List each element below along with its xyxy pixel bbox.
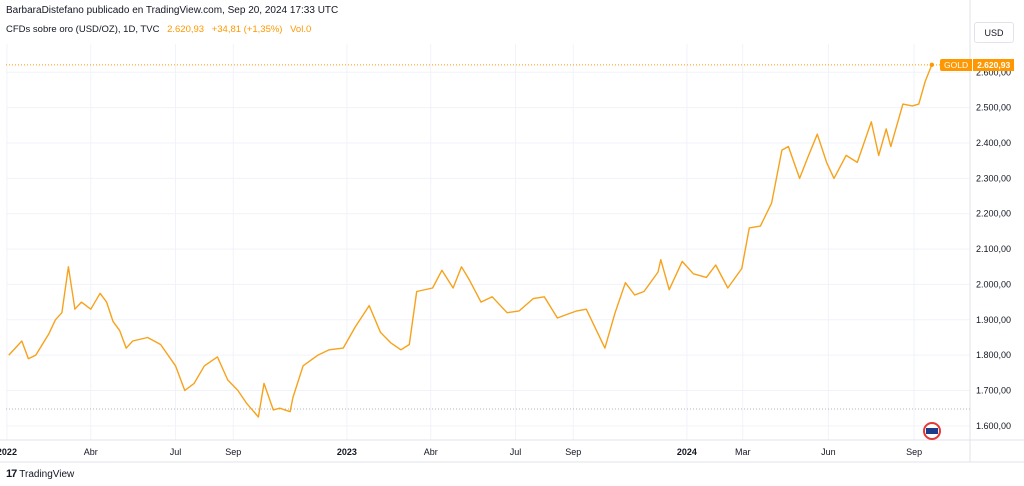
x-tick-label: Jul — [510, 447, 522, 457]
tradingview-logo-icon: 17 — [6, 468, 17, 480]
price-change: +34,81 (+1,35%) — [211, 24, 283, 35]
y-tick-label: 2.500,00 — [976, 103, 1011, 113]
x-tick-label: Mar — [735, 447, 751, 457]
y-tick-label: 2.000,00 — [976, 279, 1011, 289]
y-tick-label: 1.800,00 — [976, 350, 1011, 360]
last-price: 2.620,93 — [167, 24, 205, 35]
x-tick-label: Sep — [906, 447, 922, 457]
badge-price: 2.620,93 — [972, 58, 1015, 71]
y-tick-label: 1.900,00 — [976, 315, 1011, 325]
flag-stripe — [926, 428, 938, 434]
brand-name: TradingView — [19, 468, 75, 480]
symbol-line: CFDs sobre oro (USD/OZ), 1D, TVC 2.620,9… — [6, 24, 311, 35]
y-tick-label: 2.200,00 — [976, 209, 1011, 219]
badge-symbol: GOLD — [940, 58, 973, 71]
y-tick-label: 1.700,00 — [976, 386, 1011, 396]
currency-button[interactable]: USD — [974, 22, 1014, 43]
published-caption: BarbaraDistefano publicado en TradingVie… — [6, 5, 339, 16]
y-tick-label: 1.600,00 — [976, 421, 1011, 431]
price-badge: GOLD 2.620,93 — [940, 58, 1015, 71]
gold-price-line — [8, 64, 933, 418]
volume-value: Vol.0 — [290, 24, 312, 35]
x-tick-label: Sep — [225, 447, 241, 457]
tradingview-footer[interactable]: 17 TradingView — [6, 468, 74, 480]
x-tick-label: 2022 — [0, 447, 17, 457]
symbol-name: CFDs sobre oro (USD/OZ), 1D, TVC — [6, 24, 160, 35]
y-tick-label: 2.300,00 — [976, 173, 1011, 183]
x-tick-label: Abr — [424, 447, 438, 457]
x-tick-label: 2024 — [677, 447, 697, 457]
x-tick-label: 2023 — [337, 447, 357, 457]
y-tick-label: 2.400,00 — [976, 138, 1011, 148]
y-tick-label: 2.100,00 — [976, 244, 1011, 254]
x-tick-label: Abr — [84, 447, 98, 457]
y-tick-label: 2.600,00 — [976, 67, 1011, 77]
last-price-point — [929, 62, 935, 68]
x-tick-label: Jul — [170, 447, 182, 457]
x-tick-label: Sep — [565, 447, 581, 457]
x-tick-label: Jun — [821, 447, 836, 457]
